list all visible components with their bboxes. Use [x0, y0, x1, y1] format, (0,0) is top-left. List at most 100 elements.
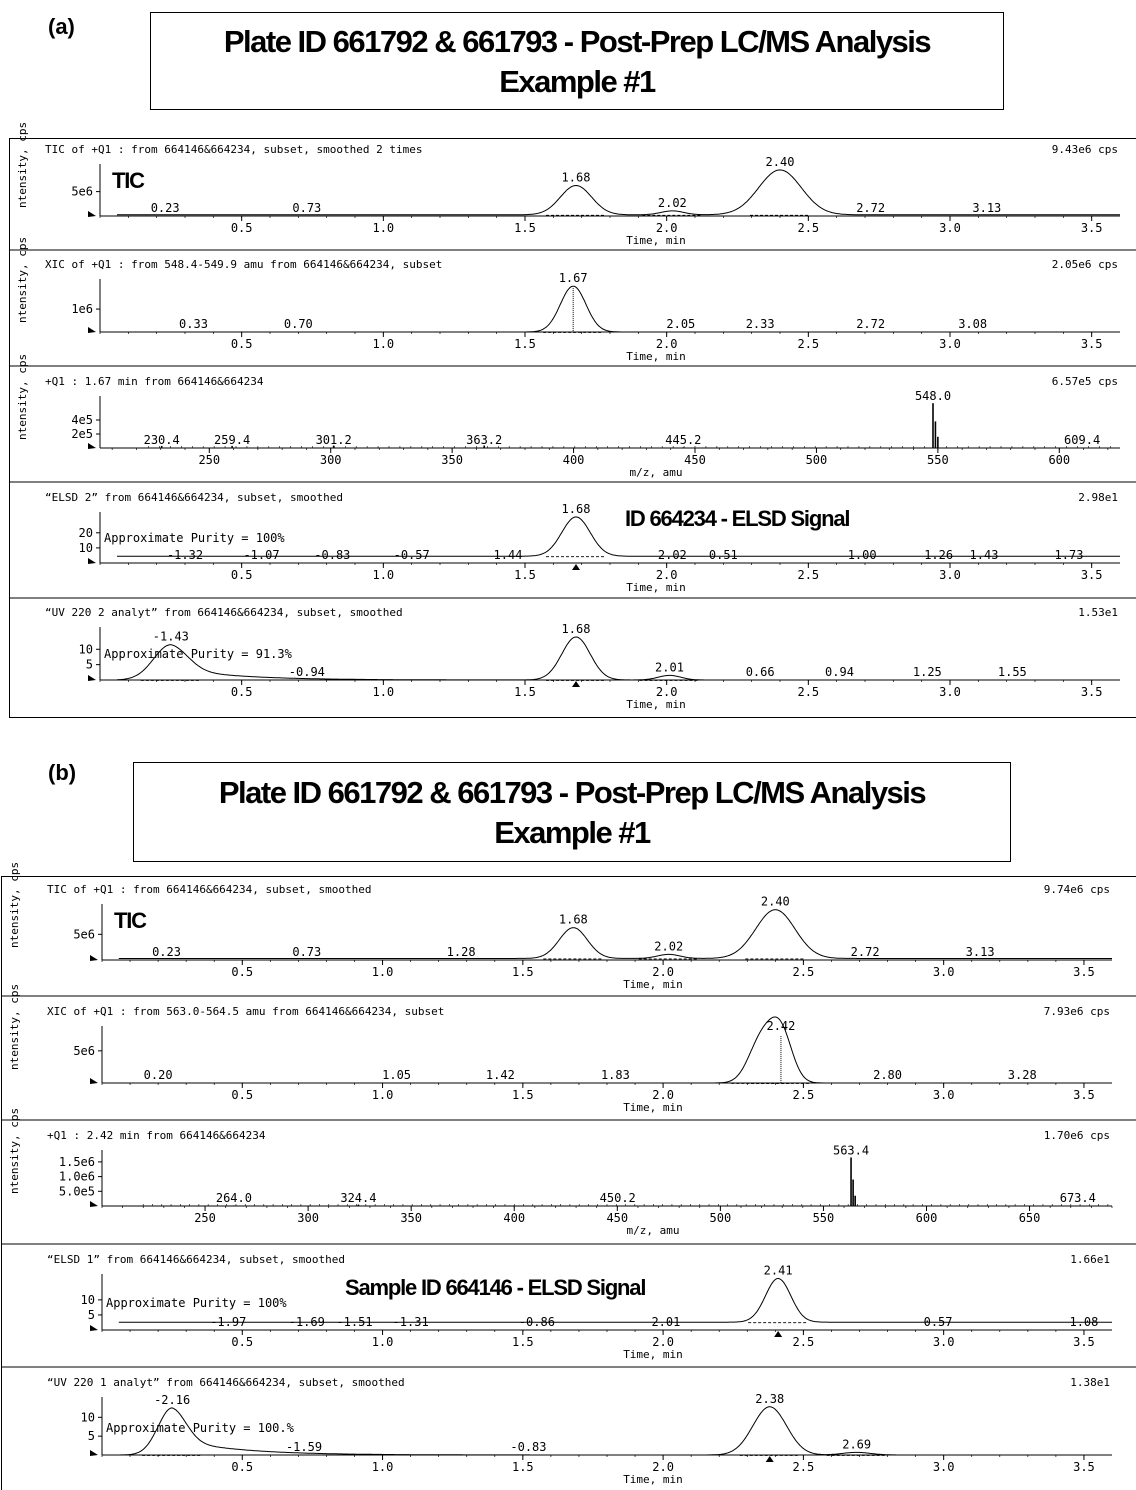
peak-label: 0.73 [292, 945, 321, 959]
x-tick-label: 650 [1019, 1211, 1041, 1225]
x-tick-label: 300 [297, 1211, 319, 1225]
x-axis-title: Time, min [626, 581, 686, 594]
peak-label: 609.4 [1064, 433, 1100, 447]
chart-max-label: 2.05e6 cps [1052, 258, 1118, 271]
peak-label: 363.2 [466, 433, 502, 447]
chart-3: “ELSD 2” from 664146&664234, subset, smo… [45, 491, 1120, 594]
chart-max-label: 1.38e1 [1070, 1376, 1110, 1389]
peak-label: -2.16 [154, 1393, 190, 1407]
x-tick-label: 1.0 [372, 1460, 394, 1474]
chromatogram-trace [117, 169, 1120, 216]
peak-label: 2.33 [746, 317, 775, 331]
figure-label-b: (b) [48, 760, 77, 785]
chart-0: TIC of +Q1 : from 664146&664234, subset,… [16, 122, 1120, 247]
x-tick-label: 2.0 [652, 1460, 674, 1474]
x-tick-label: 0.5 [231, 685, 253, 699]
chart-7: +Q1 : 2.42 min from 664146&664234 1.70e6 … [8, 1108, 1113, 1237]
y-tick-label: 1.0e6 [59, 1170, 95, 1184]
chart-max-label: 9.43e6 cps [1052, 143, 1118, 156]
x-tick-label: 3.0 [933, 1460, 955, 1474]
peak-label: 2.41 [764, 1263, 793, 1277]
x-axis-title: Time, min [623, 978, 683, 991]
x-tick-label: 1.0 [372, 337, 394, 351]
peak-label: -1.51 [336, 1315, 372, 1329]
x-tick-label: 2.5 [793, 1335, 815, 1349]
peak-label: 2.02 [658, 196, 687, 210]
peak-label: -0.83 [314, 548, 350, 562]
peak-arrow [572, 681, 580, 687]
y-tick-label: 1e6 [71, 302, 93, 316]
y-axis-label: ntensity, cps [16, 237, 29, 323]
chart-header: XIC of +Q1 : from 563.0-564.5 amu from 6… [47, 1005, 444, 1018]
peak-label: 2.02 [658, 548, 687, 562]
x-tick-label: 2.0 [656, 221, 678, 235]
peak-label: -0.94 [289, 665, 325, 679]
peak-label: -0.86 [519, 1315, 555, 1329]
peak-arrow [572, 564, 580, 570]
peak-label: 1.43 [970, 548, 999, 562]
x-tick-label: 3.5 [1081, 221, 1103, 235]
x-tick-label: 0.5 [231, 965, 253, 979]
peak-label: 563.4 [833, 1143, 869, 1157]
chart-max-label: 9.74e6 cps [1044, 883, 1110, 896]
x-tick-label: 0.5 [231, 337, 253, 351]
x-tick-label: 1.0 [372, 568, 394, 582]
chart-max-label: 2.98e1 [1078, 491, 1118, 504]
peak-label: 0.23 [151, 201, 180, 215]
chart-max-label: 1.70e6 cps [1044, 1129, 1110, 1142]
y-tick-label: 10 [81, 1293, 95, 1307]
peak-label: -1.07 [243, 548, 279, 562]
x-tick-label: 1.0 [372, 965, 394, 979]
chromatogram-trace [117, 285, 1120, 333]
x-tick-label: 0.5 [231, 221, 253, 235]
x-tick-label: 2.0 [652, 1088, 674, 1102]
peak-label: 3.13 [972, 201, 1001, 215]
x-tick-label: 1.5 [512, 1460, 534, 1474]
peak-label: 1.05 [382, 1068, 411, 1082]
chromatogram-trace [118, 1016, 1112, 1084]
x-tick-label: 1.0 [372, 221, 394, 235]
x-tick-label: 3.0 [939, 221, 961, 235]
peak-label: 2.42 [766, 1019, 795, 1033]
peak-label: 1.68 [559, 913, 588, 927]
peak-label: -1.97 [210, 1315, 246, 1329]
peak-label: 0.66 [746, 665, 775, 679]
peak-arrow [774, 1331, 783, 1337]
peak-label: 1.68 [562, 622, 591, 636]
x-tick-label: 1.5 [512, 1335, 534, 1349]
x-tick-label: 0.5 [231, 1088, 253, 1102]
x-tick-label: 1.5 [514, 337, 536, 351]
x-tick-label: 2.0 [652, 965, 674, 979]
x-tick-label: 2.5 [793, 1460, 815, 1474]
purity-text: Approximate Purity = 100.% [106, 1421, 295, 1435]
peak-label: 301.2 [316, 433, 352, 447]
x-tick-label: 1.0 [372, 1088, 394, 1102]
x-tick-label: 250 [198, 453, 220, 467]
peak-label: 0.20 [144, 1068, 173, 1082]
chart-overlay-label: Sample ID 664146 - ELSD Signal [345, 1275, 645, 1300]
peak-label: 2.72 [856, 201, 885, 215]
x-tick-label: 350 [441, 453, 463, 467]
chromatogram-trace [118, 1278, 1112, 1323]
x-tick-label: 0.5 [231, 1460, 253, 1474]
figure-title-b-line1: Plate ID 661792 & 661793 - Post-Prep LC/… [218, 775, 927, 810]
x-tick-label: 3.5 [1073, 1460, 1095, 1474]
x-tick-label: 600 [1048, 453, 1070, 467]
peak-label: 1.68 [562, 502, 591, 516]
peak-label: 3.13 [966, 945, 995, 959]
chart-header: “UV 220 1 analyt” from 664146&664234, su… [47, 1376, 405, 1389]
chart-header: XIC of +Q1 : from 548.4-549.9 amu from 6… [45, 258, 442, 271]
x-tick-label: 350 [400, 1211, 422, 1225]
peak-label: 2.01 [651, 1315, 680, 1329]
peak-label: 0.23 [152, 945, 181, 959]
x-tick-label: 3.0 [933, 965, 955, 979]
peak-label: 0.73 [292, 201, 321, 215]
x-axis-title: m/z, amu [627, 1224, 680, 1237]
y-tick-label: 5e6 [73, 927, 95, 941]
chromatogram-trace [118, 1406, 1112, 1456]
x-tick-label: 1.5 [512, 1088, 534, 1102]
peak-label: 2.40 [761, 895, 790, 909]
y-tick-label: 5.0e5 [59, 1184, 95, 1198]
x-tick-label: 0.5 [231, 568, 253, 582]
chromatogram-trace [118, 909, 1112, 959]
